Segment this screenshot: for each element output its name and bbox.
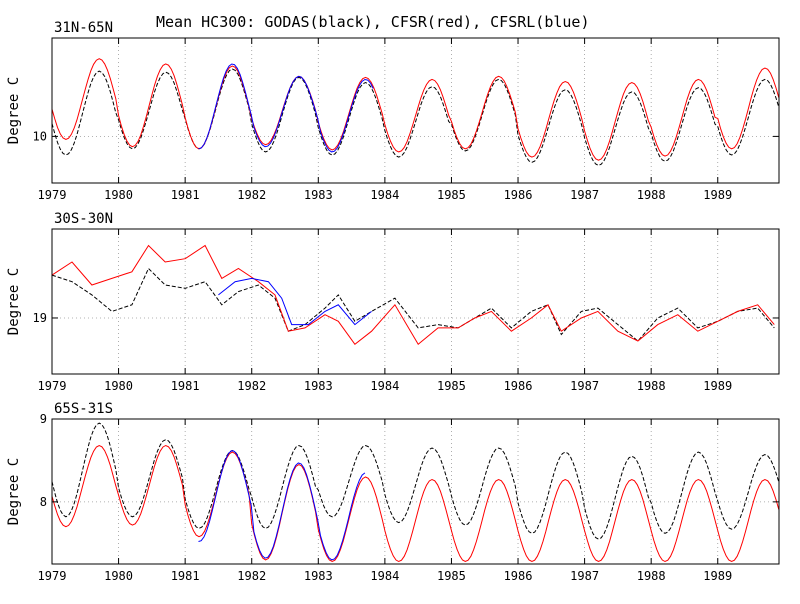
panel-1: 1979 1980 1981 1982 1983 1984 1985 1986 1987 1988… xyxy=(6,20,780,202)
panel-3: 1979 1980 1981 1982 1983 1984 1985 1986 1987 1988… xyxy=(6,401,780,583)
series-line-godas xyxy=(51,267,775,342)
x-tick-label: 1989 xyxy=(703,569,732,583)
y-axis-label: Degree C xyxy=(6,458,22,525)
x-tick-label: 1988 xyxy=(637,188,666,202)
x-tick-label: 1980 xyxy=(104,379,133,393)
panel-2: 1979 1980 1981 1982 1983 1984 1985 1986 1987 1988… xyxy=(6,211,780,393)
y-tick-label: 9 xyxy=(40,412,47,426)
x-tick-label: 1984 xyxy=(370,379,399,393)
x-tick-label: 1985 xyxy=(437,188,466,202)
x-tick-label: 1988 xyxy=(637,569,666,583)
x-tick-label: 1979 xyxy=(38,379,67,393)
x-tick-label: 1986 xyxy=(504,188,533,202)
y-tick-label: 10 xyxy=(33,129,47,143)
panel-title: 30S-30N xyxy=(54,211,113,227)
series-line-cfsrl xyxy=(218,277,372,326)
x-tick-label: 1987 xyxy=(570,569,599,583)
series-line-cfsrl xyxy=(198,63,374,153)
x-tick-label: 1984 xyxy=(370,569,399,583)
series-line-godas xyxy=(51,422,780,540)
x-tick-label: 1982 xyxy=(237,569,266,583)
x-tick-label: 1981 xyxy=(171,188,200,202)
y-tick-label: 8 xyxy=(40,495,47,509)
x-tick-label: 1984 xyxy=(370,188,399,202)
x-tick-label: 1983 xyxy=(304,379,333,393)
x-tick-label: 1989 xyxy=(703,188,732,202)
panel-title: 65S-31S xyxy=(54,401,113,417)
x-tick-label: 1983 xyxy=(304,569,333,583)
series-line-cfsr xyxy=(51,444,780,563)
x-tick-label: 1987 xyxy=(570,188,599,202)
x-tick-label: 1979 xyxy=(38,569,67,583)
series-line-cfsr xyxy=(51,244,775,346)
x-tick-label: 1986 xyxy=(504,379,533,393)
y-tick-label: 19 xyxy=(33,311,47,325)
y-axis-label: Degree C xyxy=(6,268,22,335)
y-axis-label: Degree C xyxy=(6,77,22,144)
plot-frame xyxy=(51,37,780,184)
series-line-cfsrl xyxy=(198,450,366,561)
x-tick-label: 1987 xyxy=(570,379,599,393)
x-tick-label: 1985 xyxy=(437,569,466,583)
x-tick-label: 1986 xyxy=(504,569,533,583)
x-tick-label: 1983 xyxy=(304,188,333,202)
x-tick-label: 1982 xyxy=(237,188,266,202)
x-tick-label: 1980 xyxy=(104,569,133,583)
panels: 1979 1980 1981 1982 1983 1984 1985 1986 1987 1988… xyxy=(6,20,780,583)
x-tick-label: 1979 xyxy=(38,188,67,202)
plot-frame xyxy=(51,418,780,565)
x-tick-label: 1982 xyxy=(237,379,266,393)
x-tick-label: 1980 xyxy=(104,188,133,202)
x-tick-label: 1981 xyxy=(171,569,200,583)
series-line-cfsr xyxy=(51,58,780,161)
plot-frame xyxy=(51,228,780,375)
chart-title: Mean HC300: GODAS(black), CFSR(red), CFS… xyxy=(156,13,589,31)
x-tick-label: 1988 xyxy=(637,379,666,393)
x-tick-label: 1981 xyxy=(171,379,200,393)
x-tick-label: 1985 xyxy=(437,379,466,393)
x-tick-label: 1989 xyxy=(703,379,732,393)
panel-title: 31N-65N xyxy=(54,20,113,36)
